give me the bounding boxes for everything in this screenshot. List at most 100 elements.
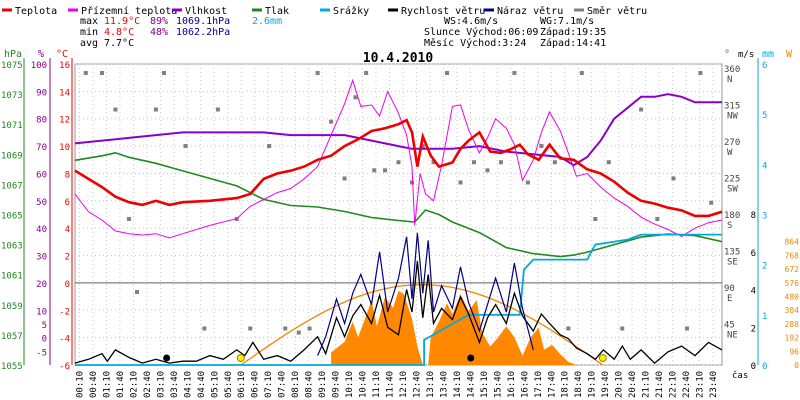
radiation-tick-label: 768 [785, 251, 800, 260]
ground-temperature-line [74, 78, 723, 239]
wind-direction-point [539, 144, 544, 148]
stats-pressure: 1062.2hPa [176, 27, 230, 38]
humidity-line [74, 93, 722, 167]
stats-humidity: 89% [150, 16, 168, 27]
time-axis-unit: čas [732, 370, 748, 381]
radiation-tick-label: 576 [785, 279, 800, 288]
wind-direction-point [307, 326, 312, 331]
direction-degree-label: 360 [724, 65, 740, 75]
time-tick-label: 04:10 [183, 371, 193, 398]
wind-direction-point [698, 71, 703, 75]
legend-label: Srážky [333, 5, 369, 17]
radiation-tick-label: 288 [785, 320, 800, 329]
chart-title: 10.4.2010 [363, 51, 434, 66]
wind-direction-point [153, 107, 158, 112]
time-tick-label: 12:40 [413, 371, 423, 398]
time-tick-label: 17:10 [534, 371, 544, 398]
direction-unit: ° [724, 49, 730, 60]
pressure-tick-label: 1073 [1, 91, 23, 101]
time-tick-label: 07:40 [278, 371, 288, 398]
time-tick-label: 10:40 [359, 371, 369, 398]
wind-direction-point [315, 71, 320, 75]
moonset-marker [467, 354, 475, 362]
time-tick-label: 23:10 [696, 371, 706, 398]
stats-humidity: 48% [150, 27, 168, 38]
chart-header: Teplota Přízemní teplota Vlhkost Tlak Srážky… [2, 5, 647, 66]
rain-tick-label: 6 [762, 61, 767, 71]
wind-direction-point [113, 107, 118, 112]
time-tick-label: 09:10 [318, 371, 328, 398]
time-tick-label: 03:40 [170, 371, 180, 398]
moon-set-info: Západ:14:41 [540, 37, 606, 49]
stats-temperature: 11.9°C [104, 16, 140, 27]
time-tick-label: 02:40 [143, 371, 153, 398]
humidity-tick-label: 30 [36, 253, 47, 263]
temperature-tick-label: 14 [59, 88, 70, 98]
temperature-unit: °C [56, 49, 68, 60]
direction-degree-label: 180 [724, 211, 740, 221]
wind-direction-point [342, 176, 347, 181]
temperature-tick-label: 4 [65, 225, 70, 235]
chart-axes: hPa% °C1055105710591061106310651067106910… [1, 49, 799, 398]
direction-degree-label: 90 [724, 284, 735, 294]
pressure-tick-label: 1055 [1, 362, 23, 372]
wind-direction-point [202, 326, 207, 331]
radiation-area [331, 290, 577, 365]
wind-direction-point [283, 326, 288, 331]
stats-temperature: 4.8°C [104, 27, 134, 38]
time-tick-label: 15:10 [480, 371, 490, 398]
stats-rain: 2.6mm [252, 16, 282, 27]
wind-direction-point [458, 180, 463, 185]
sunset-marker [598, 354, 607, 362]
humidity-tick-label: 0 [42, 335, 47, 345]
time-tick-label: 23:40 [709, 371, 719, 398]
wind-direction-point [248, 326, 253, 331]
direction-compass-label: N [727, 75, 732, 85]
direction-degree-label: 45 [724, 321, 735, 331]
sun-rise-info: Slunce Východ:06:09 [424, 26, 538, 38]
wind-direction-point [606, 160, 611, 165]
plot-area [74, 71, 723, 366]
temperature-tick-label: -6 [59, 362, 70, 372]
humidity-tick-label: 90 [36, 88, 47, 98]
wind-tick-label: 0 [751, 362, 756, 372]
temperature-tick-label: 10 [59, 143, 70, 153]
temperature-tick-label: 16 [59, 61, 70, 71]
wind-direction-point [267, 144, 272, 148]
direction-compass-label: SE [727, 258, 738, 268]
wind-direction-point [655, 217, 660, 221]
time-tick-label: 18:40 [574, 371, 584, 398]
time-tick-label: 11:10 [372, 371, 382, 398]
legend-label: Směr větru [587, 5, 647, 17]
time-tick-label: 05:40 [224, 371, 234, 398]
time-tick-label: 22:10 [669, 371, 679, 398]
wind-gust-line [317, 232, 534, 356]
pressure-tick-label: 1067 [1, 181, 23, 191]
pressure-tick-label: 1061 [1, 272, 23, 282]
direction-degree-label: 270 [724, 138, 740, 148]
pressure-tick-label: 1057 [1, 332, 23, 342]
rain-tick-label: 1 [762, 312, 767, 322]
wind-direction-point [364, 71, 369, 75]
radiation-unit: W [786, 49, 793, 60]
time-tick-label: 07:10 [264, 371, 274, 398]
wind-direction-point [566, 326, 571, 331]
time-tick-label: 16:10 [507, 371, 517, 398]
direction-compass-label: S [727, 221, 732, 231]
time-tick-label: 06:40 [251, 371, 261, 398]
wind-direction-point [579, 71, 584, 75]
humidity-unit: % [38, 49, 44, 60]
temperature-line [74, 118, 723, 218]
wind-direction-point [639, 107, 644, 112]
humidity-tick-label: 60 [36, 170, 47, 180]
sun-set-info: Západ:19:35 [540, 26, 606, 38]
wind-direction-point [684, 326, 689, 331]
wind-direction-point [471, 160, 476, 165]
precipitation-line [75, 233, 722, 366]
direction-compass-label: NE [727, 331, 738, 341]
radiation-tick-label: 864 [785, 238, 800, 247]
time-tick-label: 01:40 [116, 371, 126, 398]
stats-temperature: 7.7°C [104, 38, 134, 49]
humidity-tick-label: 80 [36, 116, 47, 126]
time-tick-label: 09:40 [332, 371, 342, 398]
